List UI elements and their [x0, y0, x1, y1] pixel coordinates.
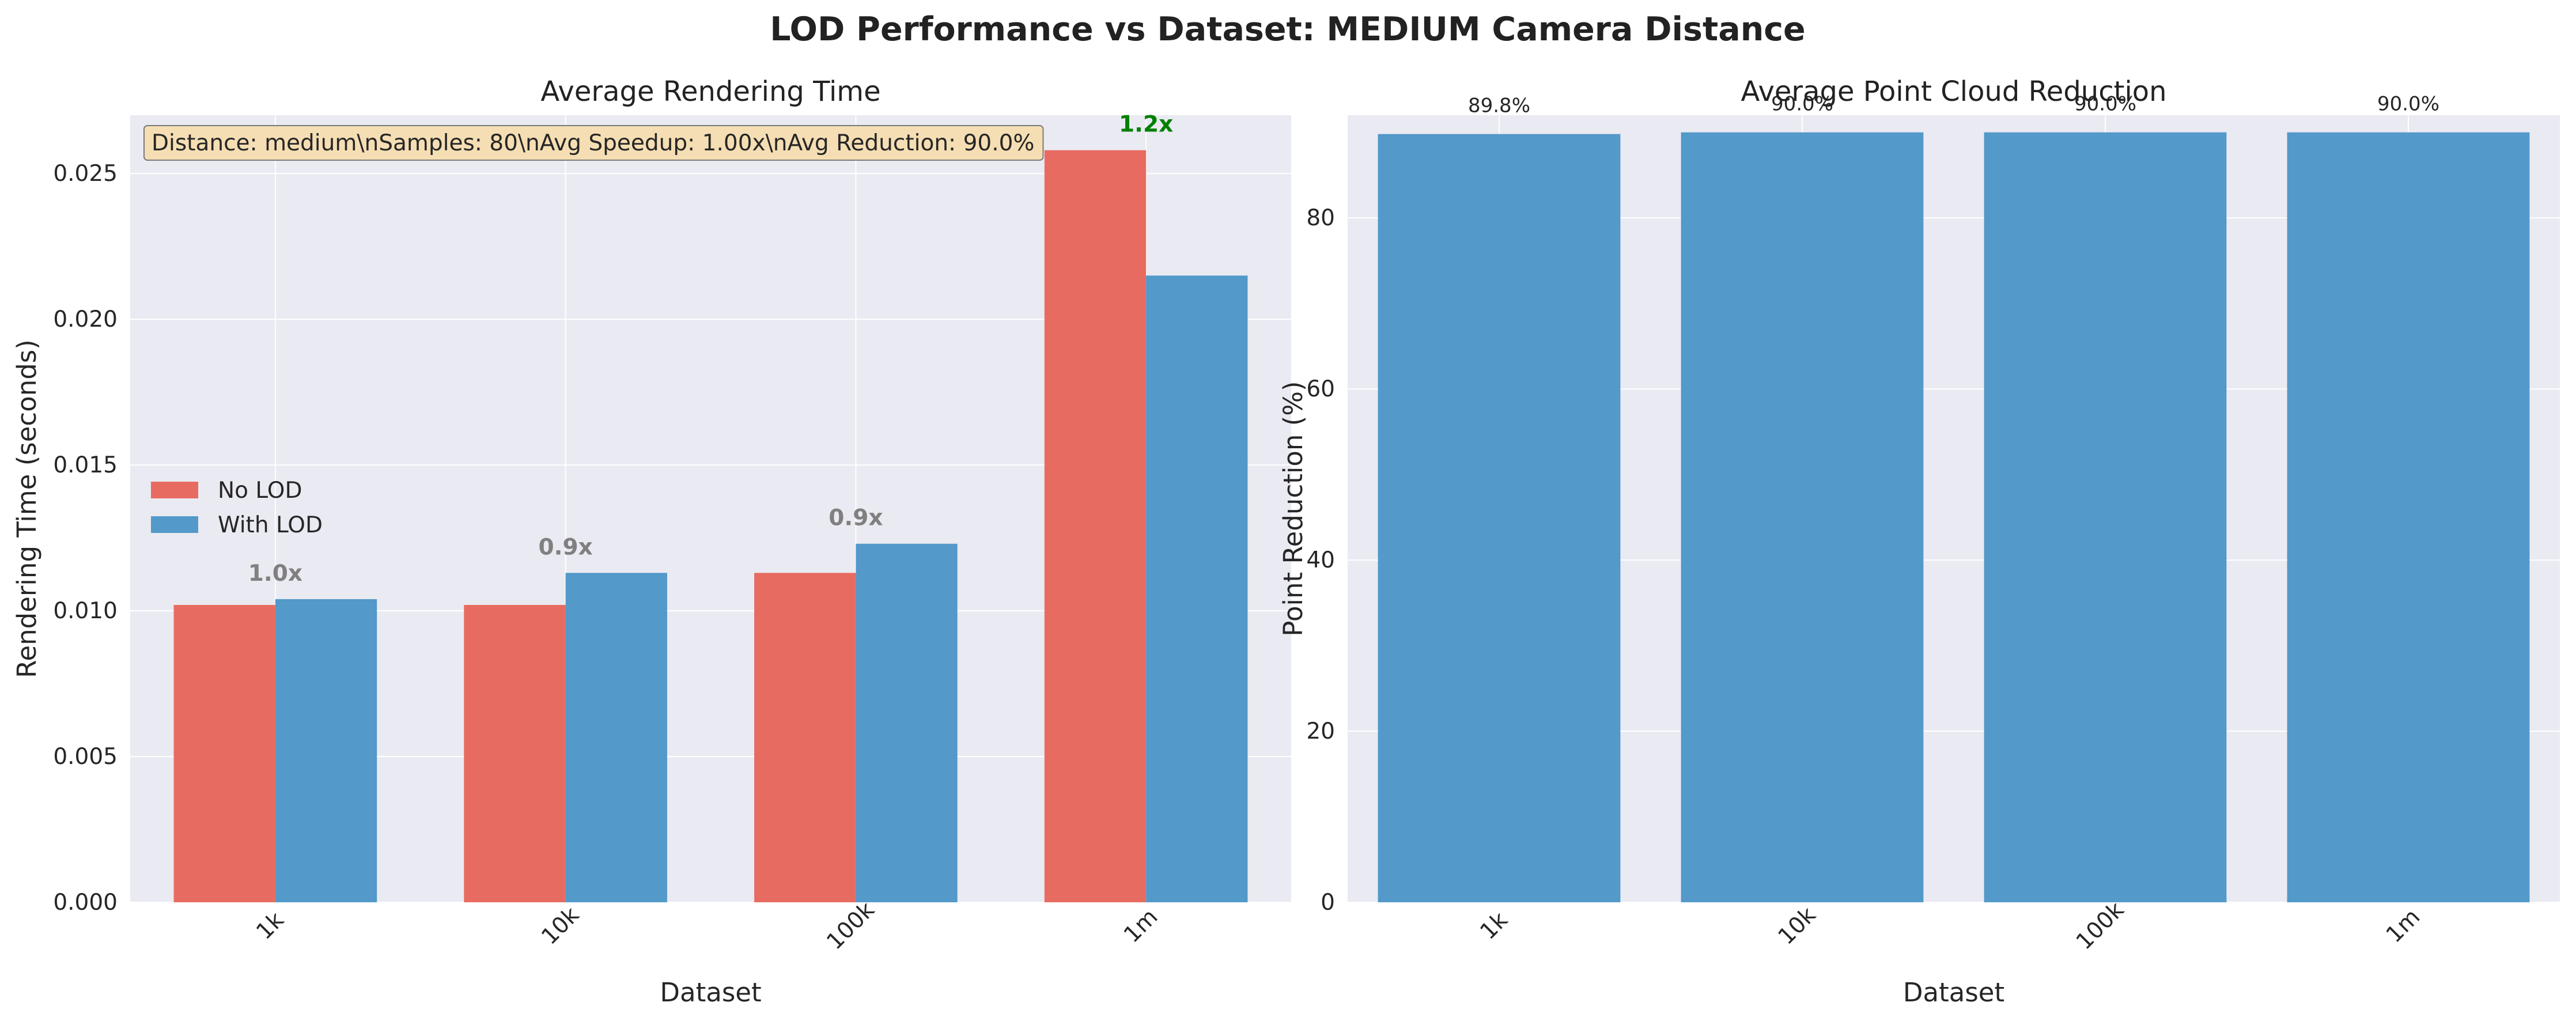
x-tick-label: 10k — [1773, 902, 1821, 950]
bar-point-reduction — [1984, 132, 2227, 902]
bar-with-lod — [856, 543, 958, 902]
x-tick-label: 1k — [251, 907, 289, 945]
rendering-time-bars — [173, 150, 1248, 902]
legend-swatch-no-lod — [151, 482, 198, 498]
x-tick-label: 1m — [1119, 904, 1163, 948]
reduction-value-label: 90.0% — [2377, 93, 2439, 116]
point-reduction-title: Average Point Cloud Reduction — [1741, 75, 2166, 108]
x-tick-label: 100k — [822, 897, 880, 955]
legend: No LOD With LOD — [151, 478, 323, 538]
legend-swatch-with-lod — [151, 516, 198, 533]
bar-with-lod — [565, 573, 667, 902]
y-tick-label: 0.010 — [53, 598, 118, 624]
reduction-value-labels: 89.8% 90.0% 90.0% 90.0% — [1468, 93, 2439, 118]
rendering-time-y-axis-label: Rendering Time (seconds) — [12, 339, 42, 678]
figure-title: LOD Performance vs Dataset: MEDIUM Camer… — [770, 10, 1805, 48]
x-tick-label: 1m — [2381, 904, 2425, 948]
info-box-background — [143, 125, 1044, 161]
speedup-labels: 1.0x 0.9x 0.9x 1.2x — [248, 112, 1174, 587]
y-tick-label: 0.005 — [53, 744, 118, 770]
bar-no-lod — [754, 573, 856, 902]
y-tick-label: 0 — [1321, 890, 1335, 916]
point-reduction-bars — [1378, 132, 2530, 902]
y-tick-label: 0.020 — [53, 307, 118, 332]
speedup-label: 0.9x — [539, 534, 593, 560]
rendering-time-title: Average Rendering Time — [540, 75, 880, 108]
bar-no-lod — [1044, 150, 1147, 902]
point-reduction-y-axis-label: Point Reduction (%) — [1278, 381, 1308, 636]
legend-label-with-lod: With LOD — [218, 512, 323, 538]
bar-no-lod — [173, 604, 275, 902]
reduction-value-label: 90.0% — [2074, 93, 2136, 116]
info-box-text: Distance: medium\nSamples: 80\nAvg Speed… — [152, 130, 1034, 156]
bar-point-reduction — [1681, 132, 1924, 902]
reduction-value-label: 89.8% — [1468, 94, 1530, 118]
y-tick-label: 80 — [1306, 205, 1335, 231]
y-tick-label: 20 — [1306, 718, 1335, 744]
point-reduction-x-axis-label: Dataset — [1903, 977, 2004, 1008]
x-tick-label: 100k — [2071, 897, 2129, 955]
bar-point-reduction — [1378, 134, 1621, 902]
summary-info-box: Distance: medium\nSamples: 80\nAvg Speed… — [143, 125, 1044, 161]
rendering-time-x-axis-label: Dataset — [660, 977, 761, 1008]
y-tick-label: 0.000 — [53, 890, 118, 916]
bar-point-reduction — [2287, 132, 2530, 902]
rendering-time-chart: 1.0x 0.9x 0.9x 1.2x 0.000 0.005 0.010 0.015 0.0… — [12, 75, 1291, 1008]
x-tick-label: 1k — [1475, 907, 1513, 945]
point-reduction-chart: 89.8% 90.0% 90.0% 90.0% 0 20 40 60 80 1k 10k 100k 1… — [1278, 75, 2560, 1008]
legend-label-no-lod: No LOD — [218, 478, 302, 504]
speedup-label: 1.0x — [248, 561, 302, 587]
bar-with-lod — [275, 599, 377, 902]
bar-no-lod — [464, 604, 566, 902]
speedup-label: 1.2x — [1119, 112, 1173, 138]
y-tick-label: 0.025 — [53, 161, 118, 187]
reduction-value-label: 90.0% — [1771, 93, 1833, 116]
bar-with-lod — [1146, 275, 1248, 902]
speedup-label: 0.9x — [829, 505, 883, 531]
y-tick-label: 40 — [1306, 547, 1335, 573]
x-tick-label: 10k — [536, 902, 584, 950]
y-tick-label: 60 — [1306, 376, 1335, 402]
y-tick-label: 0.015 — [53, 452, 118, 478]
